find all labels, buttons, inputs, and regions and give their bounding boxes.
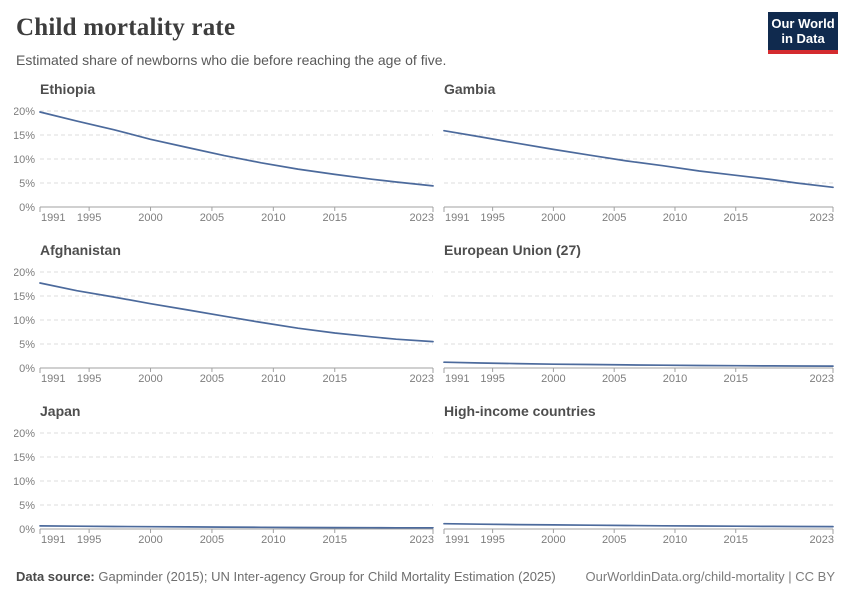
svg-text:2000: 2000 — [541, 373, 565, 385]
svg-text:2015: 2015 — [724, 534, 748, 546]
svg-text:2015: 2015 — [724, 212, 748, 224]
svg-text:1995: 1995 — [77, 373, 101, 385]
svg-text:2023: 2023 — [810, 212, 834, 224]
facet-title: Afghanistan — [40, 242, 121, 258]
facet-title: High-income countries — [444, 403, 596, 419]
svg-text:2015: 2015 — [724, 373, 748, 385]
svg-text:1991: 1991 — [445, 373, 469, 385]
owid-logo-line1: Our World — [771, 16, 835, 31]
svg-text:1991: 1991 — [41, 534, 65, 546]
facet-ethiopia: Ethiopia 0% 5% 10% 15% 20% 1991 1995 2000 2005 20… — [14, 78, 435, 230]
svg-text:1995: 1995 — [480, 534, 504, 546]
svg-text:2000: 2000 — [138, 534, 162, 546]
svg-text:15%: 15% — [14, 291, 35, 303]
owid-logo-line2: in Data — [781, 31, 825, 46]
facet-european-union: European Union (27) 1991 1995 2000 2005 2010… — [443, 239, 835, 391]
facet-title: Japan — [40, 403, 81, 419]
facet-title: Gambia — [444, 81, 496, 97]
facet-high-income: High-income countries 1991 1995 2000 2005 20… — [443, 400, 835, 552]
facet-title: Ethiopia — [40, 81, 96, 97]
line-chart: 0% 5% 10% 15% 20% 1991 1995 2000 2005 2010 2015 202… — [14, 267, 434, 385]
page-title: Child mortality rate — [16, 14, 236, 41]
svg-text:2005: 2005 — [602, 534, 626, 546]
svg-text:10%: 10% — [14, 315, 35, 327]
svg-text:2005: 2005 — [602, 212, 626, 224]
svg-text:2005: 2005 — [602, 373, 626, 385]
owid-logo: Our World in Data — [768, 12, 838, 54]
svg-text:15%: 15% — [14, 452, 35, 464]
svg-text:20%: 20% — [14, 428, 35, 440]
line-chart: 1991 1995 2000 2005 2010 2015 2023 — [443, 432, 834, 546]
svg-text:1995: 1995 — [480, 373, 504, 385]
svg-text:2023: 2023 — [410, 373, 434, 385]
svg-text:2000: 2000 — [138, 373, 162, 385]
svg-text:2010: 2010 — [261, 212, 285, 224]
data-source-note: Data source: Gapminder (2015); UN Inter-… — [16, 569, 556, 584]
svg-text:20%: 20% — [14, 106, 35, 118]
svg-text:2023: 2023 — [410, 212, 434, 224]
svg-text:5%: 5% — [19, 500, 35, 512]
svg-text:1995: 1995 — [77, 212, 101, 224]
svg-text:2000: 2000 — [138, 212, 162, 224]
svg-text:1991: 1991 — [41, 212, 65, 224]
svg-text:2000: 2000 — [541, 212, 565, 224]
svg-text:2023: 2023 — [810, 373, 834, 385]
svg-text:2010: 2010 — [663, 534, 687, 546]
svg-text:1991: 1991 — [445, 212, 469, 224]
line-chart: 0% 5% 10% 15% 20% 1991 1995 2000 2005 2010 2015 202… — [14, 428, 434, 546]
svg-text:2015: 2015 — [323, 373, 347, 385]
svg-text:2005: 2005 — [200, 212, 224, 224]
svg-text:2023: 2023 — [810, 534, 834, 546]
svg-text:2010: 2010 — [663, 373, 687, 385]
facet-japan: Japan 0% 5% 10% 15% 20% 1991 1995 2000 2005 2010 2… — [14, 400, 435, 552]
svg-text:2005: 2005 — [200, 373, 224, 385]
svg-text:2010: 2010 — [663, 212, 687, 224]
svg-text:0%: 0% — [19, 524, 35, 536]
line-chart: 1991 1995 2000 2005 2010 2015 2023 — [443, 271, 834, 385]
svg-text:0%: 0% — [19, 363, 35, 375]
svg-text:2010: 2010 — [261, 534, 285, 546]
owid-credit-link[interactable]: OurWorldinData.org/child-mortality | CC … — [585, 569, 836, 584]
svg-text:10%: 10% — [14, 476, 35, 488]
svg-text:2015: 2015 — [323, 534, 347, 546]
svg-text:5%: 5% — [19, 339, 35, 351]
line-chart: 1991 1995 2000 2005 2010 2015 2023 — [443, 110, 834, 224]
svg-text:1995: 1995 — [77, 534, 101, 546]
svg-text:2000: 2000 — [541, 534, 565, 546]
svg-text:1995: 1995 — [480, 212, 504, 224]
line-chart: 0% 5% 10% 15% 20% 1991 1995 2000 2005 2010 2015 202… — [14, 106, 434, 224]
svg-text:15%: 15% — [14, 130, 35, 142]
data-source-label: Data source: — [16, 569, 95, 584]
facet-afghanistan: Afghanistan 0% 5% 10% 15% 20% 1991 1995 2000 200… — [14, 239, 435, 391]
facet-gambia: Gambia 1991 1995 2000 2005 2010 2015 2023 — [443, 78, 835, 230]
svg-text:5%: 5% — [19, 178, 35, 190]
svg-text:2010: 2010 — [261, 373, 285, 385]
svg-text:0%: 0% — [19, 202, 35, 214]
svg-text:10%: 10% — [14, 154, 35, 166]
svg-text:2015: 2015 — [323, 212, 347, 224]
data-source-text: Gapminder (2015); UN Inter-agency Group … — [94, 569, 556, 584]
page-subtitle: Estimated share of newborns who die befo… — [16, 52, 447, 68]
svg-text:1991: 1991 — [445, 534, 469, 546]
svg-text:2023: 2023 — [410, 534, 434, 546]
svg-text:2005: 2005 — [200, 534, 224, 546]
facet-title: European Union (27) — [444, 242, 581, 258]
svg-text:20%: 20% — [14, 267, 35, 279]
svg-text:1991: 1991 — [41, 373, 65, 385]
